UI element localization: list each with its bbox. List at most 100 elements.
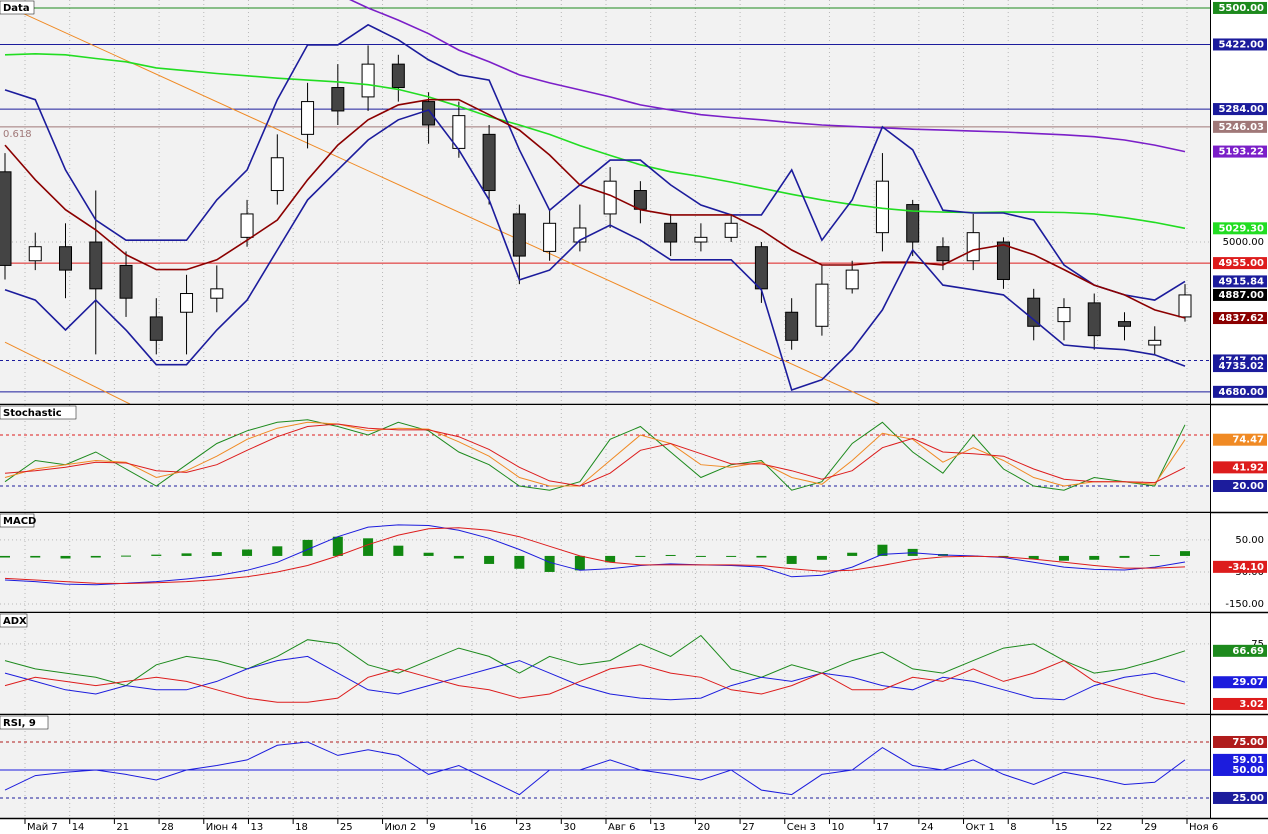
candle-body: [694, 236, 708, 243]
level-label: 4680.00: [1218, 387, 1264, 398]
candle-body: [180, 293, 194, 313]
candle-body: [149, 316, 163, 341]
candle-body: [1178, 294, 1192, 318]
histogram-bar: [1149, 554, 1160, 556]
y-tick-label: -150.00: [1225, 599, 1264, 610]
panel: [0, 0, 1210, 404]
candle-body: [1057, 307, 1071, 323]
x-tick-label: 21: [116, 822, 129, 833]
level-label: 5246.03: [1218, 122, 1264, 133]
histogram-bar: [605, 555, 616, 563]
title-box: [0, 613, 28, 628]
x-tick-label: 9: [429, 822, 435, 833]
x-tick-label: 15: [1055, 822, 1068, 833]
candle-body: [633, 190, 647, 210]
candle-body: [1117, 321, 1131, 327]
histogram-bar: [574, 555, 585, 571]
histogram-bar: [1028, 555, 1039, 560]
close-label-box: [1213, 288, 1267, 301]
histogram-bar: [544, 555, 555, 572]
title-box: [0, 513, 35, 528]
x-tick-label: Ноя 6: [1189, 822, 1218, 833]
y-tick-label: 5000.00: [1223, 237, 1264, 248]
level-label-box: [1213, 479, 1267, 492]
histogram-bar: [302, 539, 313, 556]
value-label-box: [1213, 312, 1267, 325]
series-line: [4, 23, 1186, 301]
candle-body: [1087, 302, 1101, 337]
level-label: 20.00: [1232, 481, 1264, 492]
level-label: 5284.00: [1218, 104, 1264, 115]
panel-title: MACD: [3, 516, 36, 527]
level-note: 0.618: [3, 129, 32, 140]
x-tick-label: 17: [876, 822, 889, 833]
plot-area: [0, 405, 1210, 512]
x-tick-label: 13: [250, 822, 263, 833]
candle-body: [845, 269, 859, 290]
histogram-bar: [90, 555, 101, 558]
candle-body: [906, 204, 920, 243]
candle-body: [1027, 297, 1041, 327]
candle-body: [936, 246, 950, 262]
candle-body: [724, 222, 738, 238]
level-label-box: [1213, 120, 1267, 133]
candle-body: [785, 311, 799, 341]
value-label: 4837.62: [1218, 313, 1264, 324]
value-label: 3.02: [1239, 699, 1264, 710]
axis-labels: 50.00-50.00-150.00-34.10: [1213, 535, 1267, 610]
histogram-bar: [242, 549, 253, 556]
candle-body: [301, 101, 315, 135]
candle-body: [996, 241, 1010, 280]
value-label: 59.01: [1232, 755, 1264, 766]
panel-title: Data: [3, 3, 30, 14]
histogram-bar: [121, 555, 132, 557]
x-tick-label: Сен 3: [787, 822, 816, 833]
candle-body: [422, 101, 436, 126]
histogram-bar: [484, 555, 495, 564]
value-label: 4915.84: [1218, 276, 1264, 287]
level-label-box: [1213, 763, 1267, 776]
level-label: 75.00: [1232, 737, 1264, 748]
candle-body: [89, 241, 103, 290]
title-box: [0, 0, 35, 15]
series-line: [4, 527, 1186, 585]
value-label-box: [1213, 644, 1267, 657]
histogram-bar: [514, 555, 525, 569]
x-tick-label: 28: [161, 822, 174, 833]
panel: [0, 715, 1210, 818]
candle-body: [754, 246, 768, 290]
series-line: [349, 0, 1186, 153]
plot-area: [0, 513, 1210, 612]
candle-body: [664, 222, 678, 243]
candle-body: [815, 283, 829, 327]
candle-body: [391, 63, 405, 89]
histogram-bar: [665, 554, 676, 556]
histogram-bar: [1119, 555, 1130, 558]
candle-body: [0, 171, 12, 266]
series-line: [4, 741, 1186, 796]
level-label: 50.00: [1232, 765, 1264, 776]
x-tick-label: 22: [1100, 822, 1113, 833]
level-label-box: [1213, 38, 1267, 51]
candle-body: [331, 87, 345, 112]
value-label: 41.92: [1232, 462, 1264, 473]
histogram-bar: [453, 555, 464, 559]
series-line: [4, 421, 1186, 487]
x-tick-label: 14: [72, 822, 85, 833]
y-tick-label: 50.00: [1235, 535, 1264, 546]
level-label-box: [1213, 791, 1267, 804]
panel: [0, 513, 1210, 612]
panel-title: RSI, 9: [3, 718, 36, 729]
candle-body: [1148, 339, 1162, 346]
axis-labels: 75.00 50.00 25.00 59.01: [1213, 735, 1267, 804]
x-tick-label: Июн 4: [206, 822, 238, 833]
title-box: [0, 715, 49, 730]
value-label: 5029.30: [1218, 223, 1264, 234]
x-tick-label: 16: [474, 822, 487, 833]
histogram-bar: [332, 536, 343, 556]
histogram-bar: [211, 552, 222, 556]
series-line: [4, 423, 1186, 487]
histogram-bar: [756, 555, 767, 558]
plot-area: [0, 715, 1210, 818]
plot-area: [0, 613, 1210, 714]
